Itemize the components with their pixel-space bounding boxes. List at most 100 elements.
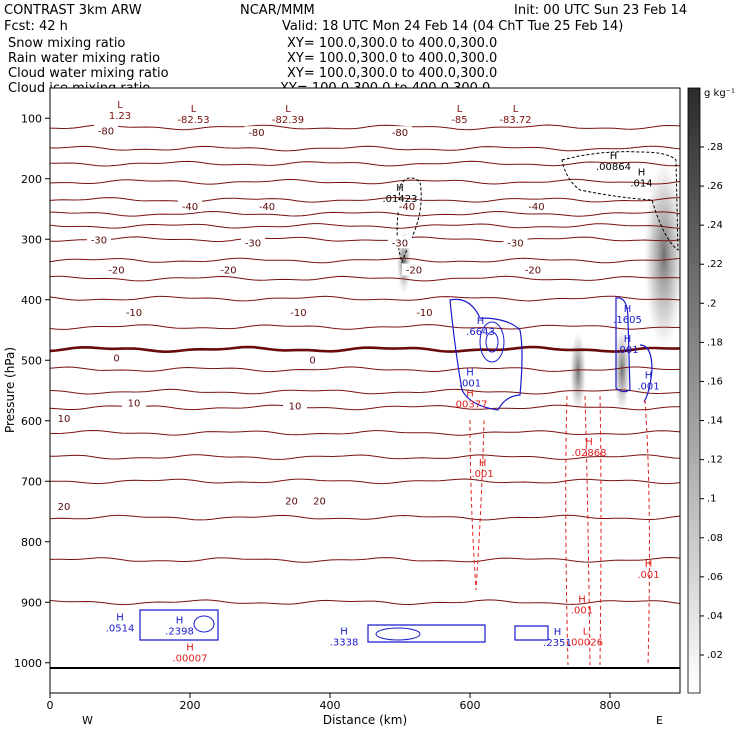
header: CONTRAST 3km ARW NCAR/MMM Init: 00 UTC S… [4, 3, 687, 34]
temperature-label: -40 [182, 202, 198, 213]
field-legend: Snow mixing ratio XY= 100.0,300.0 to 400… [8, 36, 497, 96]
temperature-label-bg [104, 263, 129, 276]
temperature-contour [50, 556, 680, 563]
extremum-marker: H [624, 304, 632, 315]
temperature-contour [50, 404, 680, 411]
temperature-label: 0 [113, 353, 119, 364]
temperature-labels: -80 -80 -80 -40 -40 -40 -40 -30 -30 -30 -30 -20 -20 -… [52, 124, 549, 513]
colorbar-tick-label: .12 [707, 455, 723, 466]
temperature-contour [50, 236, 680, 243]
temperature-contour [50, 429, 680, 436]
temperature-contour [50, 599, 680, 606]
temperature-label-bg [503, 236, 528, 249]
temperature-label: -80 [392, 128, 408, 139]
temperature-contour [50, 345, 680, 354]
extremum-marker: H [638, 168, 646, 179]
y-axis: 100 200 300 400 500 600 700 800 900 1000 [14, 112, 50, 670]
temperature-contour [50, 145, 680, 152]
temperature-label-bg [402, 263, 426, 276]
cloud-water-contour-1 [449, 298, 523, 411]
colorbar-tick-label: .26 [707, 181, 723, 192]
extremum-marker: H [610, 151, 618, 162]
temperature-contour [50, 197, 680, 203]
y-tick-label: 100 [21, 112, 42, 125]
valid-time: Valid: 18 UTC Mon 24 Feb 14 (04 ChT Tue … [282, 19, 623, 34]
y-axis-title: Pressure (hPa) [3, 347, 17, 433]
extremum-value: .00007 [173, 654, 208, 665]
plot-area: -80 -80 -80 -40 -40 -40 -40 -30 -30 -30 -30 -20 -20 -… [50, 88, 680, 693]
temperature-contour [50, 160, 680, 167]
temperature-label: -20 [406, 266, 422, 277]
temperature-label-bg [524, 200, 549, 212]
colorbar-tick-label: .24 [707, 220, 723, 231]
plot-frame [49, 87, 681, 694]
ice-shade-2 [644, 160, 680, 350]
temperature-label-bg [521, 263, 545, 276]
extrema-markers: L1.23L-82.53L-82.39L-85L-83.72H.00864H.0… [106, 100, 660, 665]
temperature-contour [50, 324, 680, 330]
temperature-label-bg [283, 399, 307, 412]
cloud-water-contour-10 [514, 625, 549, 641]
temperature-contour [50, 295, 680, 302]
temperature-label: 20 [285, 497, 298, 508]
colorbar-tick-label: .04 [707, 611, 723, 622]
temperature-label: -40 [259, 202, 275, 213]
temperature-contour [50, 454, 680, 460]
extremum-value: -85 [451, 115, 467, 126]
extremum-value: .6643 [466, 327, 495, 338]
legend-cloud-water-xy: XY= 100.0,300.0 to 400.0,300.0 [287, 66, 497, 81]
extremum-value: .014 [630, 179, 652, 190]
colorbar-tick-label: .1 [707, 494, 717, 505]
rain-contour-2 [565, 395, 569, 666]
extremum-marker: H [477, 316, 485, 327]
temperature-label-bg [122, 396, 146, 409]
y-tick-label: 900 [21, 596, 42, 609]
temperature-label: 10 [128, 399, 141, 410]
extremum-value: .00377 [453, 400, 488, 411]
extremum-marker: H [176, 615, 184, 626]
temperature-contour [50, 388, 680, 395]
temperature-label: -80 [98, 126, 114, 137]
extremum-marker: L [513, 104, 519, 115]
colorbar-tick-label: .2 [707, 298, 717, 309]
colorbar-tick-label: .22 [707, 259, 723, 270]
temperature-label-bg [412, 305, 437, 318]
extremum-value: .001 [616, 345, 638, 356]
extremum-value: .00026 [568, 637, 603, 648]
cloud-water-contour-6 [367, 624, 486, 643]
colorbar-ticks: .28 .26 .24 .22 .2 .18 .16 .14 .12 .1 .08 .06 .04 .02 [700, 142, 723, 661]
extremum-value: -82.53 [177, 115, 209, 126]
extremum-marker: H [554, 627, 562, 638]
model-title: CONTRAST 3km ARW [4, 3, 142, 18]
temperature-label-bg [244, 126, 269, 139]
temperature-label: -40 [528, 202, 544, 213]
extremum-marker: H [624, 334, 632, 345]
temperature-contour [50, 210, 680, 217]
temperature-label-bg [104, 351, 129, 364]
extremum-value: .001 [459, 378, 481, 389]
legend-rain-xy: XY= 100.0,300.0 to 400.0,300.0 [287, 51, 497, 66]
temperature-label-bg [395, 200, 419, 212]
snow-contour-2 [561, 151, 679, 251]
extremum-value: -83.72 [499, 115, 531, 126]
colorbar-tick-label: .14 [707, 416, 723, 427]
extremum-value: .001 [571, 605, 593, 616]
temperature-label-bg [216, 263, 241, 276]
temperature-label-bg [52, 500, 76, 513]
rain-contour-3 [584, 395, 591, 666]
x-tick-label: 800 [600, 699, 621, 712]
y-tick-label: 400 [21, 294, 42, 307]
colorbar-tick-label: .16 [707, 376, 723, 387]
colorbar-scale [687, 87, 701, 694]
temperature-label-bg [279, 494, 304, 507]
rain-contour-5 [644, 399, 650, 666]
init-time: Init: 00 UTC Sun 23 Feb 14 [514, 3, 687, 18]
temperature-contour [50, 257, 680, 264]
extremum-marker: L [191, 104, 197, 115]
extremum-value: .001 [637, 570, 659, 581]
temperature-contour [50, 223, 680, 229]
extremum-value: .01423 [383, 194, 418, 205]
extremum-marker: H [116, 612, 124, 623]
extremum-marker: H [396, 183, 404, 194]
